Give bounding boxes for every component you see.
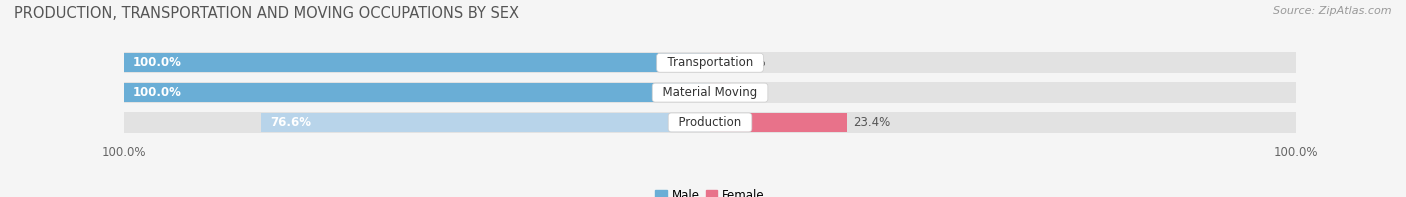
Text: PRODUCTION, TRANSPORTATION AND MOVING OCCUPATIONS BY SEX: PRODUCTION, TRANSPORTATION AND MOVING OC… <box>14 6 519 21</box>
Text: 76.6%: 76.6% <box>270 116 311 129</box>
Text: Source: ZipAtlas.com: Source: ZipAtlas.com <box>1274 6 1392 16</box>
Text: Material Moving: Material Moving <box>655 86 765 99</box>
Bar <box>124 83 710 102</box>
Bar <box>262 113 710 132</box>
Text: 0.0%: 0.0% <box>737 56 766 69</box>
Bar <box>710 52 1296 73</box>
Bar <box>124 54 710 72</box>
Bar <box>710 83 731 102</box>
Legend: Male, Female: Male, Female <box>651 184 769 197</box>
Text: Transportation: Transportation <box>659 56 761 69</box>
Bar <box>124 112 710 133</box>
Bar <box>124 52 710 73</box>
Text: 100.0%: 100.0% <box>134 56 181 69</box>
Bar <box>710 82 1296 103</box>
Bar <box>710 113 846 132</box>
Bar <box>710 112 1296 133</box>
Text: 23.4%: 23.4% <box>853 116 890 129</box>
Text: 100.0%: 100.0% <box>134 86 181 99</box>
Bar <box>710 54 731 72</box>
Text: 0.0%: 0.0% <box>737 86 766 99</box>
Bar <box>124 82 710 103</box>
Text: Production: Production <box>671 116 749 129</box>
